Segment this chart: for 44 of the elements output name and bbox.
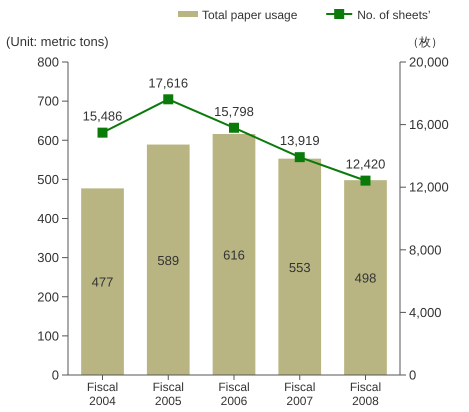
y-tick-label: 500 <box>37 172 59 187</box>
y2-tick-label: 4,000 <box>409 304 442 320</box>
y2-tick-label: 12,000 <box>409 180 449 195</box>
data-label: 13,919 <box>280 133 320 148</box>
point <box>229 122 239 133</box>
y-tick-label: 100 <box>37 328 59 344</box>
bar <box>81 188 124 375</box>
point <box>294 152 305 162</box>
data-label: 12,420 <box>346 156 386 172</box>
y-tick-label: 800 <box>37 54 59 70</box>
bar <box>278 158 322 375</box>
y-axis-title: (Unit: metric tons) <box>6 34 109 49</box>
bar <box>212 134 256 375</box>
y2-axis-title: （枚） <box>407 35 443 49</box>
x-tick-label: Fiscal 2005 <box>152 380 184 408</box>
y-tick-label: 300 <box>37 250 59 266</box>
y-tick-label: 200 <box>37 289 59 304</box>
x-tick-label: Fiscal 2007 <box>284 380 316 408</box>
y-tick-label: 400 <box>37 211 59 226</box>
x-tick-label: Fiscal 2004 <box>86 380 118 408</box>
y2-tick-label: 8,000 <box>409 242 442 258</box>
y2-tick-label: 16,000 <box>409 117 449 132</box>
y2-tick-label: 20,000 <box>409 54 449 70</box>
data-label: 498 <box>354 270 376 286</box>
y-tick-label: 0 <box>52 368 59 382</box>
point <box>360 176 370 186</box>
legend-label: No. of sheets’ <box>357 8 431 22</box>
data-label: 553 <box>288 260 311 275</box>
legend-label: Total paper usage <box>202 8 298 22</box>
data-label: 616 <box>223 247 245 262</box>
bar <box>146 144 190 375</box>
point <box>163 94 174 104</box>
bar <box>344 180 387 375</box>
point <box>98 128 108 138</box>
y2-tick-label: 0 <box>409 368 416 382</box>
x-tick-label: Fiscal 2008 <box>350 380 382 408</box>
data-label: 589 <box>157 252 180 268</box>
x-tick-label: Fiscal 2006 <box>218 380 250 408</box>
data-label: 15,798 <box>214 104 254 119</box>
y-tick-label: 700 <box>37 94 59 109</box>
data-label: 477 <box>92 274 114 290</box>
data-label: 17,616 <box>148 75 188 90</box>
data-label: 15,486 <box>82 108 122 124</box>
y-tick-label: 600 <box>37 132 59 148</box>
